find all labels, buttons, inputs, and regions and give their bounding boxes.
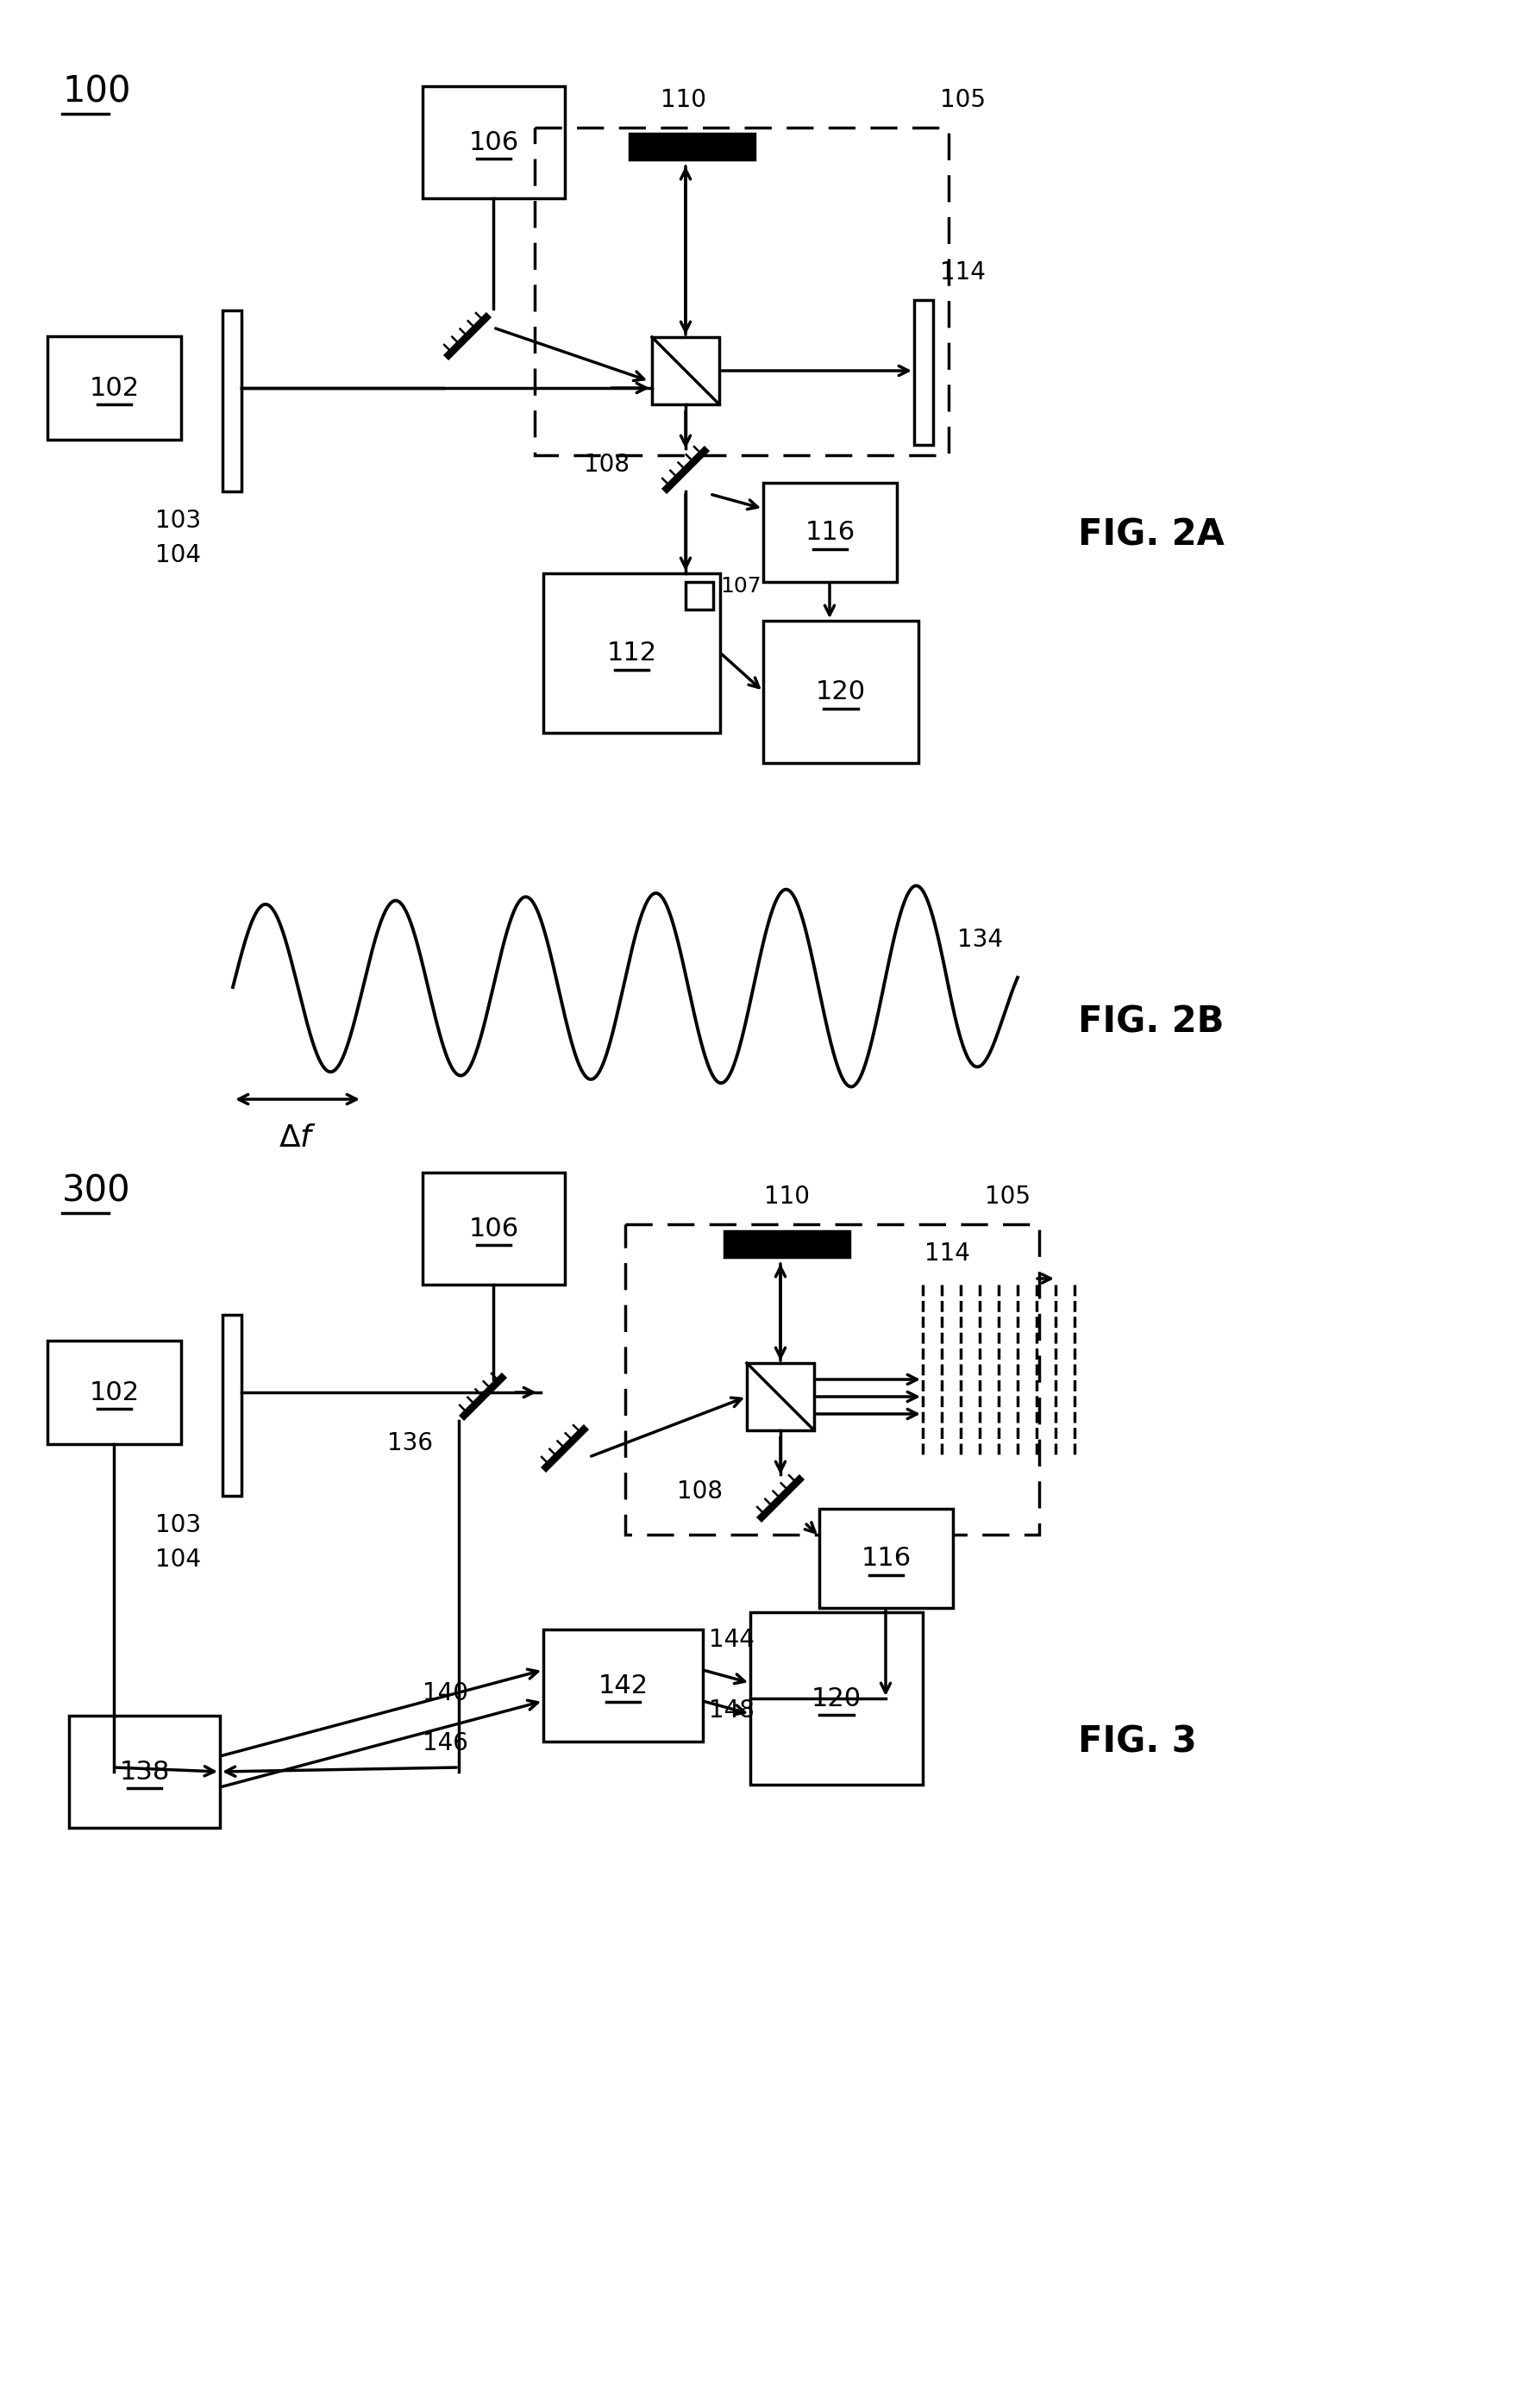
Text: 107: 107 bbox=[720, 576, 761, 597]
Bar bbox=[685, 583, 713, 609]
Text: 116: 116 bbox=[861, 1546, 911, 1570]
Bar bbox=[763, 484, 898, 583]
Text: 104: 104 bbox=[156, 1548, 200, 1572]
Bar bbox=[223, 311, 242, 491]
Text: 120: 120 bbox=[816, 679, 865, 706]
Text: FIG. 2A: FIG. 2A bbox=[1078, 515, 1225, 554]
Text: 110: 110 bbox=[763, 1185, 809, 1209]
Bar bbox=[543, 1630, 703, 1741]
Text: 144: 144 bbox=[709, 1628, 754, 1652]
Text: 106: 106 bbox=[469, 1216, 518, 1240]
Bar bbox=[725, 1230, 850, 1257]
Text: 110: 110 bbox=[661, 89, 706, 113]
Bar bbox=[651, 337, 719, 405]
Text: 108: 108 bbox=[677, 1479, 723, 1503]
Text: 102: 102 bbox=[89, 1380, 139, 1404]
Bar bbox=[422, 1173, 564, 1283]
Bar bbox=[47, 337, 180, 441]
Text: 100: 100 bbox=[63, 72, 130, 108]
Text: 102: 102 bbox=[89, 376, 139, 400]
Text: 300: 300 bbox=[63, 1173, 131, 1209]
Text: $\Delta f$: $\Delta f$ bbox=[278, 1125, 317, 1153]
Bar bbox=[763, 621, 919, 763]
Bar bbox=[820, 1510, 953, 1609]
Text: 103: 103 bbox=[156, 1512, 200, 1536]
Text: FIG. 2B: FIG. 2B bbox=[1078, 1004, 1225, 1040]
Bar bbox=[625, 1223, 1040, 1534]
Bar bbox=[535, 128, 948, 455]
Bar bbox=[47, 1341, 180, 1445]
Text: 116: 116 bbox=[804, 520, 855, 544]
Text: 138: 138 bbox=[119, 1760, 170, 1784]
Bar bbox=[746, 1363, 813, 1430]
Text: 114: 114 bbox=[925, 1243, 969, 1267]
Text: 114: 114 bbox=[940, 260, 986, 284]
Bar bbox=[630, 132, 755, 159]
Text: 106: 106 bbox=[469, 130, 518, 154]
Bar bbox=[543, 573, 720, 732]
Text: 103: 103 bbox=[156, 508, 200, 532]
Text: 146: 146 bbox=[422, 1731, 468, 1755]
Text: 104: 104 bbox=[156, 544, 200, 568]
Bar bbox=[751, 1613, 922, 1784]
Text: 120: 120 bbox=[812, 1686, 861, 1712]
Text: 148: 148 bbox=[709, 1698, 754, 1722]
Text: 136: 136 bbox=[387, 1430, 433, 1454]
Text: 112: 112 bbox=[607, 641, 657, 665]
Text: 108: 108 bbox=[584, 453, 630, 477]
Bar bbox=[223, 1315, 242, 1495]
Bar bbox=[914, 301, 933, 445]
Bar bbox=[422, 87, 564, 197]
Text: 105: 105 bbox=[940, 89, 986, 113]
Text: 134: 134 bbox=[957, 927, 1003, 951]
Text: 140: 140 bbox=[422, 1681, 468, 1705]
Text: 105: 105 bbox=[985, 1185, 1031, 1209]
Bar bbox=[69, 1714, 220, 1828]
Text: FIG. 3: FIG. 3 bbox=[1078, 1724, 1197, 1760]
Text: 142: 142 bbox=[598, 1674, 648, 1698]
